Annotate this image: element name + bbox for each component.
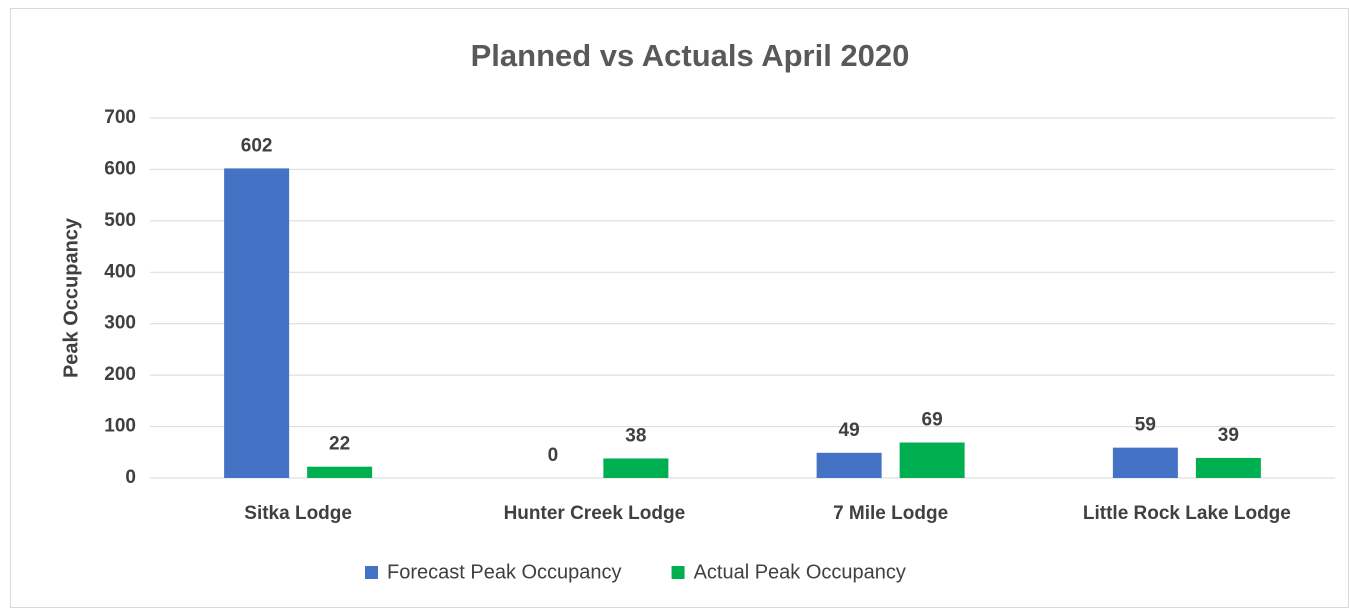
data-label: 22 bbox=[329, 434, 350, 455]
y-tick-label: 300 bbox=[104, 313, 136, 334]
bar bbox=[224, 168, 290, 478]
bar bbox=[603, 458, 669, 478]
data-label: 49 bbox=[839, 420, 860, 441]
data-label: 0 bbox=[548, 445, 559, 466]
legend-label: Forecast Peak Occupancy bbox=[387, 561, 622, 583]
x-tick-label: Little Rock Lake Lodge bbox=[1083, 503, 1291, 524]
y-tick-label: 700 bbox=[104, 107, 136, 128]
y-tick-label: 200 bbox=[104, 364, 136, 385]
data-label: 38 bbox=[625, 425, 646, 446]
bar bbox=[307, 466, 373, 478]
bar bbox=[1195, 457, 1261, 478]
y-tick-label: 0 bbox=[125, 467, 136, 488]
data-label: 39 bbox=[1218, 425, 1239, 446]
bar bbox=[1112, 447, 1178, 478]
y-tick-label: 500 bbox=[104, 210, 136, 231]
y-tick-label: 400 bbox=[104, 261, 136, 282]
chart-title: Planned vs Actuals April 2020 bbox=[471, 38, 910, 73]
data-label: 59 bbox=[1135, 415, 1156, 436]
y-axis-label: Peak Occupancy bbox=[60, 217, 82, 378]
legend-swatch bbox=[365, 566, 378, 579]
legend-swatch bbox=[671, 566, 685, 579]
y-tick-label: 600 bbox=[104, 158, 136, 179]
bar bbox=[816, 452, 882, 478]
x-tick-label: Sitka Lodge bbox=[244, 503, 352, 524]
y-tick-label: 100 bbox=[104, 416, 136, 437]
bar bbox=[899, 442, 965, 478]
data-label: 602 bbox=[241, 135, 273, 156]
x-tick-label: 7 Mile Lodge bbox=[833, 503, 948, 524]
x-tick-label: Hunter Creek Lodge bbox=[504, 503, 686, 524]
data-label: 69 bbox=[922, 410, 943, 431]
legend-label: Actual Peak Occupancy bbox=[694, 561, 906, 583]
